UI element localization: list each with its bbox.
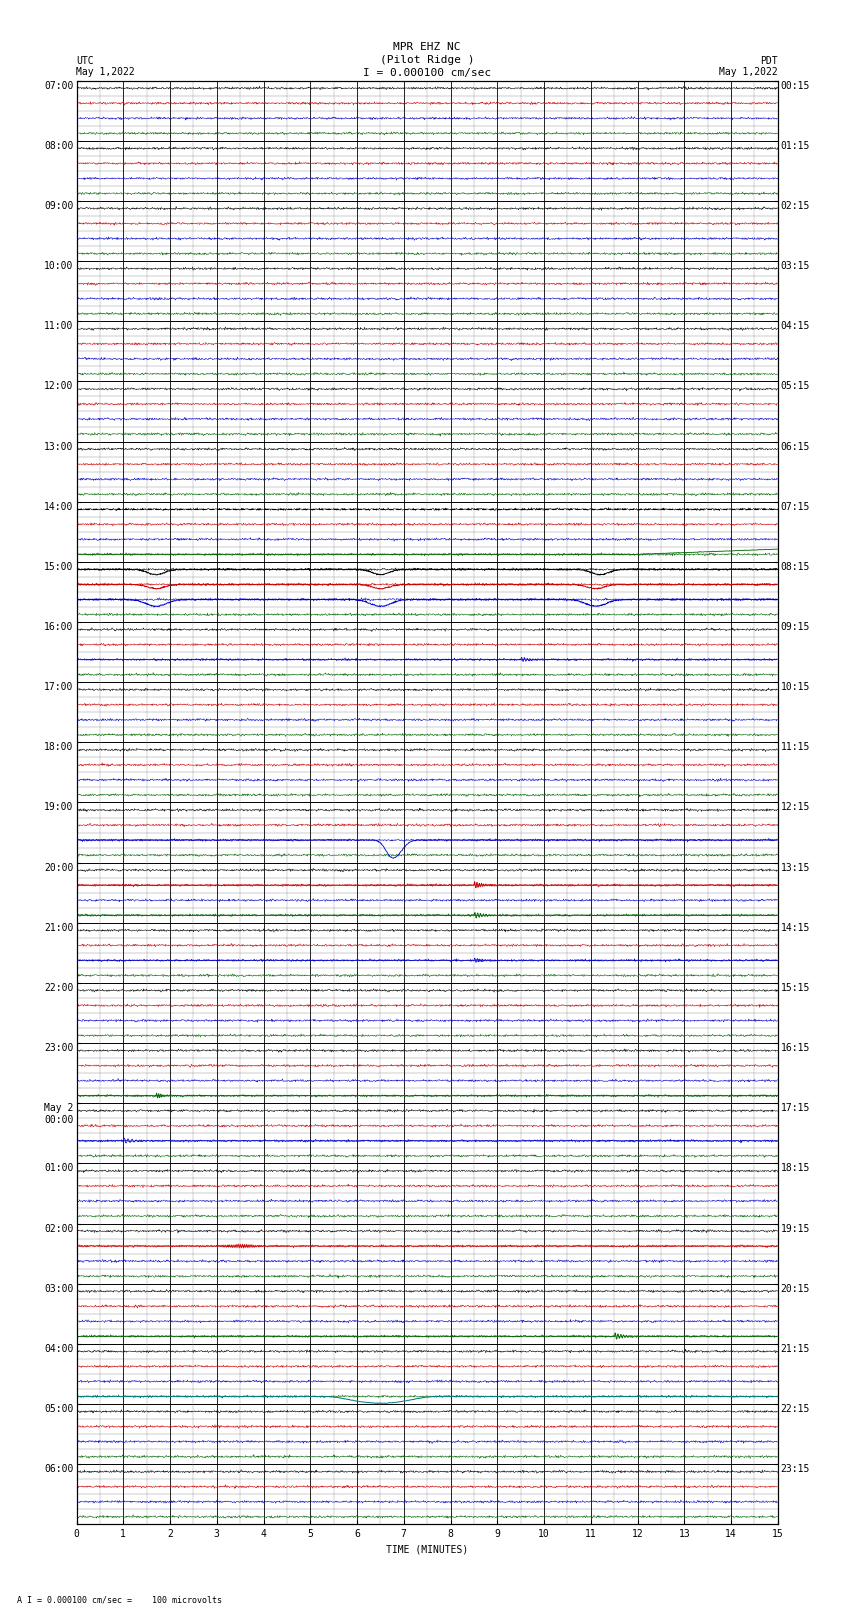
Text: A I = 0.000100 cm/sec =    100 microvolts: A I = 0.000100 cm/sec = 100 microvolts	[17, 1595, 222, 1605]
Text: PDT
May 1,2022: PDT May 1,2022	[719, 56, 778, 77]
Text: UTC
May 1,2022: UTC May 1,2022	[76, 56, 135, 77]
X-axis label: TIME (MINUTES): TIME (MINUTES)	[386, 1545, 468, 1555]
Title: MPR EHZ NC
(Pilot Ridge )
I = 0.000100 cm/sec: MPR EHZ NC (Pilot Ridge ) I = 0.000100 c…	[363, 42, 491, 79]
